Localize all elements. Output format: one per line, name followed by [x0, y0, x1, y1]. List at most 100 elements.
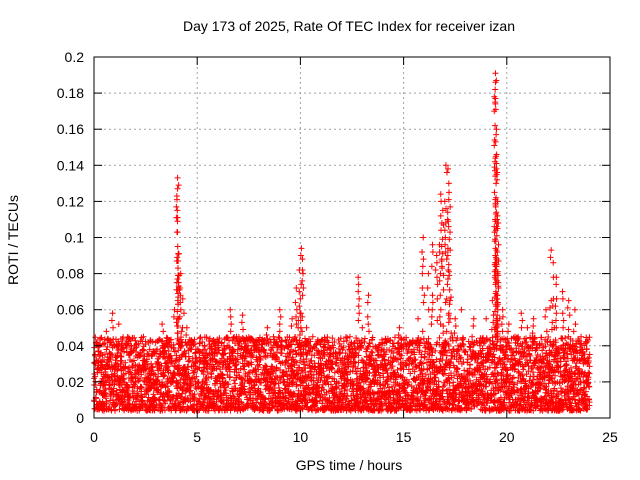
data-point [159, 381, 166, 388]
data-point [293, 381, 300, 388]
data-point [175, 182, 182, 189]
data-point [227, 328, 234, 335]
data-point [107, 356, 114, 363]
data-point [293, 359, 300, 366]
data-point [278, 337, 285, 344]
data-point [253, 354, 260, 361]
data-point [235, 395, 242, 402]
data-point [294, 402, 301, 409]
data-point [299, 406, 306, 413]
data-point [235, 369, 242, 376]
data-point [139, 397, 146, 404]
data-point [238, 319, 245, 326]
data-point [135, 368, 142, 375]
data-point [206, 335, 213, 342]
data-point [115, 321, 122, 328]
data-point [121, 348, 128, 355]
data-point [107, 397, 114, 404]
data-point [559, 335, 566, 342]
data-point [161, 372, 168, 379]
data-point [240, 326, 247, 333]
data-point [262, 362, 269, 369]
data-point [203, 334, 210, 341]
data-point [420, 256, 427, 263]
data-point [364, 313, 371, 320]
data-point [121, 364, 128, 371]
data-point [202, 346, 209, 353]
data-point [278, 406, 285, 413]
data-point [199, 339, 206, 346]
data-point [292, 299, 299, 306]
data-point [236, 338, 243, 345]
data-point [160, 373, 167, 380]
data-point [199, 368, 206, 375]
data-point [156, 379, 163, 386]
data-point [353, 334, 360, 341]
data-point [173, 192, 180, 199]
data-point [242, 353, 249, 360]
data-point [185, 363, 192, 370]
data-point [103, 346, 110, 353]
data-point [170, 345, 177, 352]
data-point [276, 328, 283, 335]
data-point [215, 388, 222, 395]
data-point [264, 378, 271, 385]
data-point [248, 336, 255, 343]
data-point [223, 390, 230, 397]
data-point [276, 306, 283, 313]
data-point [344, 334, 351, 341]
data-point [174, 380, 181, 387]
data-point [97, 335, 104, 342]
data-point [157, 402, 164, 409]
data-point [359, 324, 366, 331]
data-point [282, 395, 289, 402]
data-point [365, 292, 372, 299]
data-point [355, 281, 362, 288]
data-point [270, 402, 277, 409]
data-point [112, 402, 119, 409]
data-point [208, 370, 215, 377]
data-point [93, 339, 100, 346]
data-point [248, 351, 255, 358]
data-point [185, 370, 192, 377]
data-point [529, 369, 536, 376]
data-point [96, 353, 103, 360]
data-point [114, 366, 121, 373]
data-point [174, 243, 181, 250]
data-point [419, 248, 426, 255]
data-point [131, 334, 138, 341]
data-point [396, 324, 403, 331]
data-point [110, 324, 117, 331]
data-point [187, 387, 194, 394]
data-point [136, 376, 143, 383]
data-point [193, 355, 200, 362]
data-point [516, 369, 523, 376]
data-point [113, 342, 120, 349]
data-point [185, 358, 192, 365]
data-point [419, 263, 426, 270]
data-point [228, 321, 235, 328]
data-point [165, 348, 172, 355]
data-point [92, 360, 99, 367]
data-point [119, 375, 126, 382]
data-point [166, 388, 173, 395]
data-point [460, 335, 467, 342]
data-point [307, 368, 314, 375]
data-point [286, 383, 293, 390]
data-point [257, 356, 264, 363]
data-point [176, 362, 183, 369]
data-point [184, 340, 191, 347]
data-point [296, 288, 303, 295]
data-point [92, 334, 99, 341]
data-point [366, 328, 373, 335]
data-point [109, 352, 116, 359]
data-point [230, 334, 237, 341]
data-point [139, 404, 146, 411]
data-point [140, 357, 147, 364]
data-point [174, 185, 181, 192]
data-point [297, 324, 304, 331]
data-point [216, 346, 223, 353]
data-point [256, 361, 263, 368]
data-point [142, 361, 149, 368]
data-point [181, 380, 188, 387]
